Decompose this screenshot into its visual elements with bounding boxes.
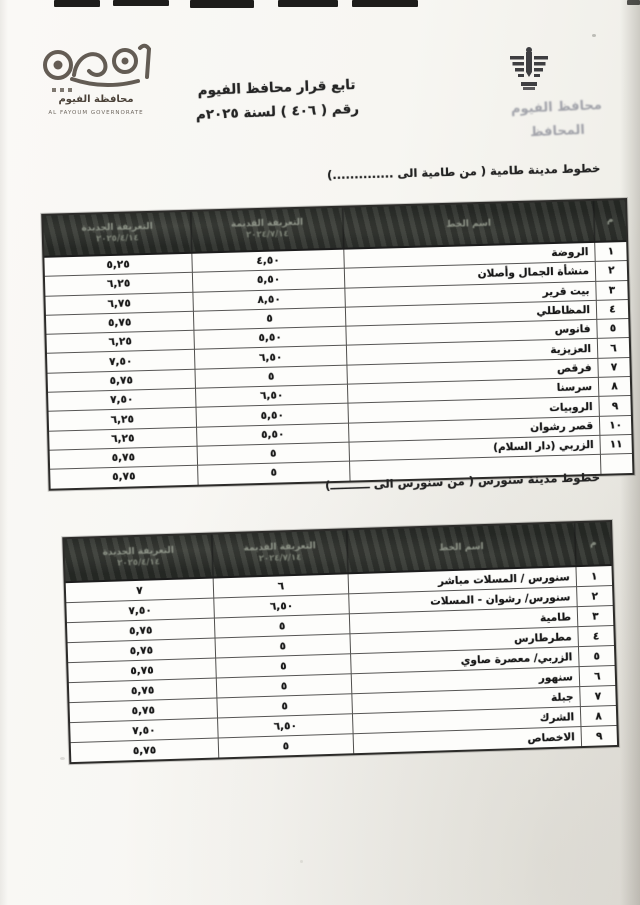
governor-stamp: محافظ الفيوم المحافظ bbox=[489, 93, 625, 147]
scan-mark bbox=[54, 0, 100, 7]
row-number: ٥ bbox=[596, 319, 629, 339]
row-number: ٤ bbox=[595, 299, 629, 320]
scan-speck bbox=[60, 757, 65, 760]
scan-mark bbox=[627, 0, 640, 5]
scan-speck bbox=[300, 860, 303, 863]
row-number: ١١ bbox=[599, 434, 632, 455]
paper-edge-shadow-left bbox=[0, 0, 8, 905]
logo-english-caption: AL FAYOUM GOVERNORATE bbox=[48, 110, 143, 116]
scan-mark bbox=[352, 0, 418, 7]
row-number: ٧ bbox=[579, 685, 616, 707]
header-line-name-label: اسم الخط bbox=[446, 218, 492, 230]
row-number: ٧ bbox=[597, 357, 630, 377]
fare-table-tamiya: م اسم الخط التعريفة القديمة ٢٠٢٤/٧/١٤ ال… bbox=[41, 198, 635, 491]
header-number-label: م bbox=[589, 537, 597, 549]
new-fare-value: ٥,٧٥ bbox=[132, 743, 157, 757]
header-old-tariff-date: ٢٠٢٤/٧/١٤ bbox=[258, 552, 302, 565]
header-line-name: اسم الخط bbox=[342, 200, 595, 248]
scan-mark bbox=[278, 0, 338, 7]
row-number: ٢ bbox=[594, 261, 628, 281]
header-old-tariff: التعريفة القديمة ٢٠٢٤/٧/١٤ bbox=[211, 530, 348, 577]
scan-speck bbox=[592, 34, 596, 37]
row-number: ٣ bbox=[595, 280, 628, 300]
row-number: ١ bbox=[594, 242, 627, 262]
row-number: ١٠ bbox=[598, 415, 632, 435]
header-number-column: م bbox=[574, 522, 612, 566]
header-new-tariff: التعريفة الجديدة ٢٠٢٥/٤/١٤ bbox=[64, 535, 212, 582]
old-fare-value: ٥ bbox=[217, 734, 354, 758]
section-heading-tamiya: خطوط مدينة طامية ( من طامية الى ........… bbox=[326, 161, 601, 183]
scan-mark bbox=[113, 0, 169, 6]
row-number: ١ bbox=[575, 566, 613, 587]
row-number: ٩ bbox=[598, 396, 631, 416]
decree-title: تابع قرار محافظ الفيوم رقم ( ٤٠٦ ) لسنة … bbox=[183, 72, 371, 127]
row-number: ٣ bbox=[576, 606, 614, 627]
stamp-line2: المحافظ bbox=[529, 122, 586, 141]
header-line-name: اسم الخط bbox=[346, 523, 576, 573]
fayoum-governorate-logo: محافظة الفيوم AL FAYOUM GOVERNORATE bbox=[43, 43, 152, 116]
row-number: ٤ bbox=[577, 626, 614, 647]
fare-table-sinnuris: م اسم الخط التعريفة القديمة ٢٠٢٤/٧/١٤ ال… bbox=[62, 520, 620, 765]
row-number: ٦ bbox=[596, 338, 630, 358]
row-number: ٨ bbox=[579, 705, 617, 727]
header-number-column: م bbox=[593, 200, 627, 241]
header-new-tariff-date: ٢٠٢٥/٤/١٤ bbox=[117, 557, 161, 569]
header-number-label: م bbox=[606, 214, 614, 226]
table-body: ١ الروضة ٤,٥٠ ٥,٢٥ ٢ منشأة الجمال وأصلان ٥,٥٠ ٦… bbox=[44, 242, 633, 488]
eagle-emblem-icon bbox=[510, 47, 548, 90]
row-number: ٥ bbox=[577, 646, 615, 667]
header-line-name-label: اسم الخط bbox=[438, 541, 484, 553]
scan-mark bbox=[190, 0, 254, 8]
table-body: ١ سنورس / المسلات مباشر ٦ ٧ ٢ سنورس/ رشوان - … bbox=[65, 566, 618, 762]
logo-arabic-caption: محافظة الفيوم bbox=[58, 94, 133, 105]
row-number: ٩ bbox=[580, 725, 618, 747]
row-number: ٢ bbox=[576, 586, 613, 607]
header-new-tariff-date: ٢٠٢٥/٤/١٤ bbox=[96, 233, 139, 245]
header-new-tariff: التعريفة الجديدة ٢٠٢٥/٤/١٤ bbox=[43, 212, 191, 256]
header-old-tariff: التعريفة القديمة ٢٠٢٤/٧/١٤ bbox=[190, 207, 344, 252]
header-old-tariff-date: ٢٠٢٤/٧/١٤ bbox=[245, 229, 289, 241]
row-number: ٦ bbox=[578, 665, 616, 687]
row-number: ٨ bbox=[597, 377, 631, 397]
new-fare-value: ٥,٧٥ bbox=[112, 470, 136, 484]
row-number bbox=[599, 454, 633, 474]
